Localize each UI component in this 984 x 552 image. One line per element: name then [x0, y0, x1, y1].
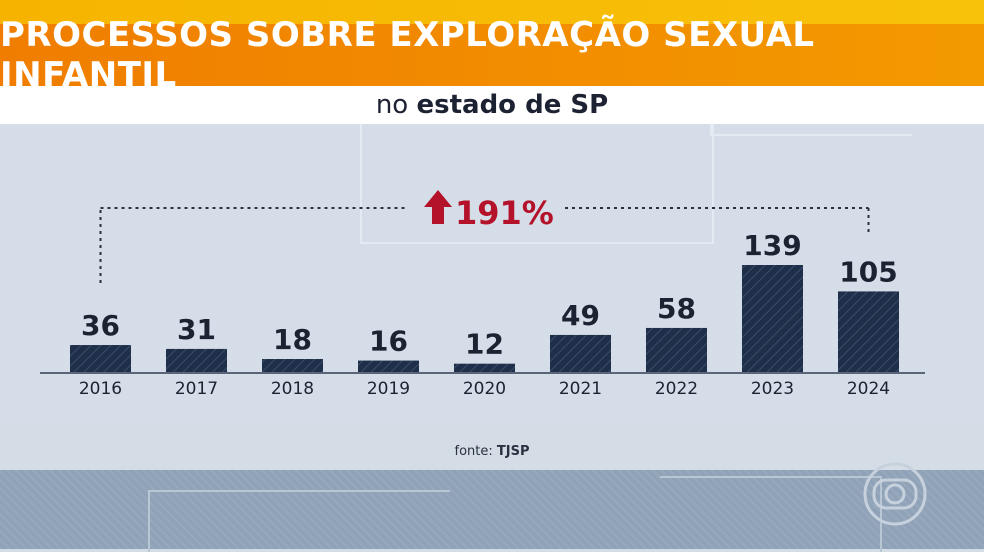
- x-tick-2022: 2022: [655, 379, 698, 399]
- x-tick-2023: 2023: [751, 379, 794, 399]
- x-tick-2017: 2017: [175, 379, 218, 399]
- bar-2024: [838, 291, 899, 373]
- data-label-2017: 31: [177, 313, 216, 346]
- data-label-2021: 49: [561, 299, 600, 332]
- source-note: fonte: TJSP: [0, 444, 984, 459]
- bar-2021: [550, 334, 611, 373]
- globo-logo-icon: [863, 462, 927, 526]
- data-label-2022: 58: [657, 292, 696, 325]
- x-tick-2018: 2018: [271, 379, 314, 399]
- annotation-bracket: 191%: [99, 190, 870, 284]
- x-tick-2016: 2016: [79, 379, 122, 399]
- subtitle-band: no estado de SP: [0, 86, 984, 124]
- x-tick-2021: 2021: [559, 379, 602, 399]
- source-name: TJSP: [496, 444, 530, 459]
- bar-2018: [262, 359, 323, 373]
- chart-subtitle: no estado de SP: [376, 90, 608, 120]
- decorative-frame: [148, 490, 450, 552]
- subtitle-prefix: no: [375, 90, 409, 120]
- title-band: PROCESSOS SOBRE EXPLORAÇÃO SEXUAL INFANT…: [0, 15, 984, 95]
- data-label-2016: 36: [81, 309, 120, 342]
- source-prefix: fonte:: [454, 444, 493, 459]
- data-label-2024: 105: [839, 255, 897, 288]
- bottom-pattern: [0, 470, 984, 549]
- up-arrow-icon: [424, 190, 452, 224]
- x-tick-2020: 2020: [463, 379, 506, 399]
- decorative-frame: [660, 476, 882, 552]
- bars: [70, 265, 899, 373]
- data-label-2023: 139: [743, 229, 801, 262]
- subtitle-bold: estado de SP: [416, 90, 609, 120]
- data-label-2020: 12: [465, 328, 504, 361]
- bar-2023: [742, 265, 803, 373]
- decorative-frame: [360, 124, 714, 244]
- data-label-2019: 16: [369, 325, 408, 358]
- x-tick-2019: 2019: [367, 379, 410, 399]
- bar-2017: [166, 348, 227, 373]
- decorative-frame: [710, 124, 912, 136]
- bar-2022: [646, 327, 707, 373]
- top-accent-band: [0, 0, 984, 24]
- bar-2019: [358, 360, 419, 373]
- bottom-band: [0, 470, 984, 552]
- x-tick-2024: 2024: [847, 379, 890, 399]
- data-labels: 36 31 18 16 12 49 58 139 105: [81, 229, 898, 361]
- data-label-2018: 18: [273, 323, 312, 356]
- x-tick-labels: 2016 2017 2018 2019 2020 2021 2022 2023 2024: [79, 379, 890, 399]
- growth-percentage-label: 191%: [455, 194, 554, 232]
- bar-2020: [454, 363, 515, 373]
- bar-2016: [70, 345, 131, 373]
